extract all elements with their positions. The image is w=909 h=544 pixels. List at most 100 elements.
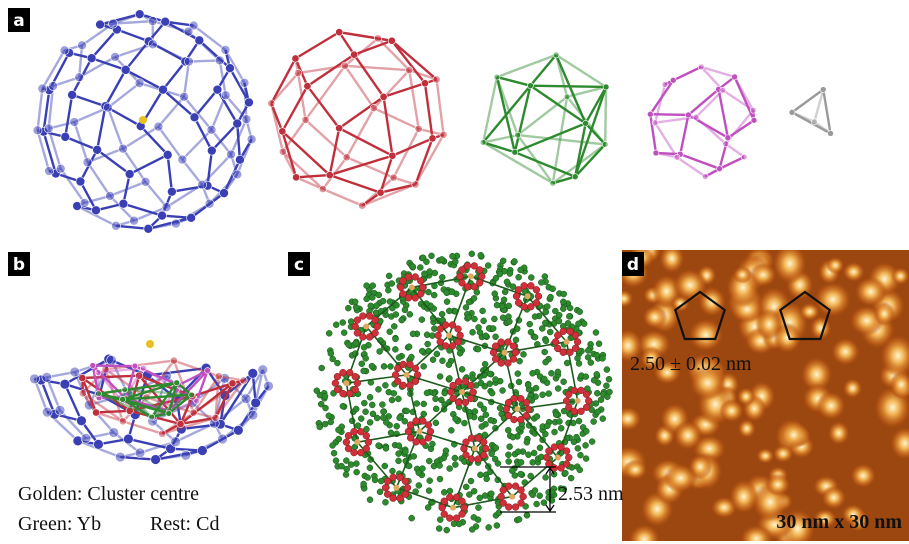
cd-atom <box>482 444 490 453</box>
atom <box>602 83 610 91</box>
cd-atom <box>406 381 414 389</box>
atom <box>91 205 101 216</box>
bond <box>95 411 124 423</box>
yb-atom <box>353 468 360 476</box>
atom <box>376 188 385 197</box>
bond <box>338 31 356 56</box>
yb-atom <box>575 320 582 328</box>
bond <box>346 156 395 179</box>
cd-atom <box>463 283 472 291</box>
atom <box>827 130 834 137</box>
atom <box>257 364 268 375</box>
atom <box>439 130 448 139</box>
cd-atom <box>342 438 351 446</box>
yb-atom <box>351 298 359 306</box>
center-atom <box>509 493 516 500</box>
yb-atom <box>525 451 532 458</box>
yb-atom <box>438 256 446 263</box>
yb-atom <box>593 371 600 378</box>
cd-atom <box>566 348 574 356</box>
atom <box>197 179 207 190</box>
atom <box>169 356 178 365</box>
atom <box>78 389 87 398</box>
atom <box>119 396 126 403</box>
bond <box>122 381 178 401</box>
bond <box>695 89 724 119</box>
bond <box>144 181 168 208</box>
label-box <box>288 252 310 276</box>
atom <box>342 153 351 162</box>
yb-atom <box>599 415 606 422</box>
yb-atom <box>432 395 439 403</box>
yb-atom <box>517 470 524 478</box>
yb-atom <box>517 266 524 274</box>
bond <box>79 180 98 211</box>
yb-atom <box>506 443 513 450</box>
atom <box>95 19 105 30</box>
cluster <box>647 63 758 180</box>
yb-atom <box>451 454 459 462</box>
cluster <box>32 9 257 234</box>
yb-atom <box>536 492 543 499</box>
cd-atom <box>399 290 407 298</box>
atom <box>697 63 705 71</box>
bond <box>418 127 444 136</box>
cd-atom <box>522 411 530 420</box>
atom <box>246 134 257 145</box>
yb-atom <box>317 400 325 408</box>
yb-atom <box>362 355 369 362</box>
atom <box>179 91 189 102</box>
yb-atom <box>573 433 580 441</box>
bond <box>574 86 608 178</box>
atom <box>232 118 243 129</box>
bond <box>128 437 171 450</box>
bond <box>82 374 140 380</box>
cd-atom <box>462 451 470 459</box>
yb-atom <box>360 344 368 351</box>
cd-atom <box>350 428 358 436</box>
yb-atom <box>475 504 482 511</box>
bond <box>304 65 346 121</box>
yb-atom <box>385 413 392 420</box>
cd-atom <box>404 294 413 302</box>
bond <box>188 59 220 63</box>
bond <box>82 392 124 423</box>
atom <box>134 78 145 88</box>
bond <box>59 409 87 440</box>
stm-blob <box>659 250 685 274</box>
atom <box>189 112 200 123</box>
atom <box>92 408 101 417</box>
atom <box>78 374 87 382</box>
field-of-view: 30 nm x 30 nm <box>776 511 902 533</box>
yb-atom <box>560 407 568 415</box>
atom <box>479 139 487 146</box>
bond <box>147 216 192 230</box>
stm-blob <box>670 295 690 312</box>
yb-atom <box>603 366 611 373</box>
yb-atom <box>436 475 444 483</box>
bond <box>482 84 532 144</box>
yb-atom <box>482 411 490 419</box>
yb-atom <box>557 425 565 432</box>
panel-label: d <box>627 255 639 275</box>
atom <box>228 379 237 388</box>
bond <box>97 371 124 403</box>
yb-atom <box>545 390 552 397</box>
scale-label: 2.53 nm <box>558 483 624 505</box>
yb-atom <box>492 424 499 432</box>
center-atom <box>524 293 531 300</box>
yb-atom <box>398 316 405 324</box>
cd-atom <box>557 464 565 472</box>
stm-blob <box>889 426 909 460</box>
cd-atom <box>504 411 513 420</box>
label-box <box>622 252 644 276</box>
yb-atom <box>590 418 597 425</box>
cd-atom <box>461 398 470 407</box>
bond <box>322 187 363 207</box>
yb-atom <box>419 465 426 472</box>
bond <box>339 30 393 42</box>
bond <box>139 125 169 156</box>
yb-atom <box>332 457 340 464</box>
yb-atom <box>423 331 431 339</box>
yb-atom <box>424 340 431 348</box>
